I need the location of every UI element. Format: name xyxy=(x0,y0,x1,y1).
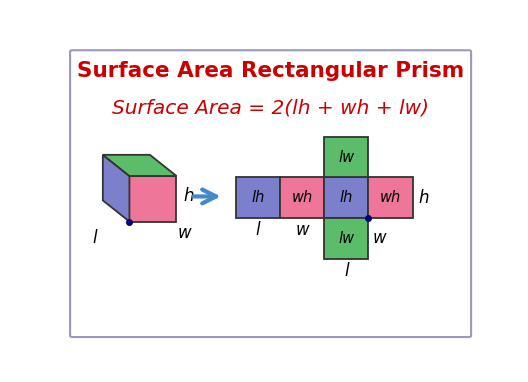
Text: lw: lw xyxy=(338,149,354,165)
Text: l: l xyxy=(92,229,97,247)
Bar xyxy=(324,137,369,177)
FancyBboxPatch shape xyxy=(70,50,471,337)
Text: wh: wh xyxy=(380,190,401,205)
Bar xyxy=(280,177,324,218)
Text: lh: lh xyxy=(251,190,265,205)
Bar xyxy=(324,218,369,259)
Polygon shape xyxy=(129,176,176,222)
Bar xyxy=(236,177,280,218)
Text: lw: lw xyxy=(338,231,354,246)
Text: w: w xyxy=(295,221,309,239)
Text: w: w xyxy=(178,224,192,242)
Text: h: h xyxy=(419,189,429,207)
Text: l: l xyxy=(344,262,348,280)
Text: l: l xyxy=(256,221,260,239)
Bar xyxy=(324,177,369,218)
Text: w: w xyxy=(373,229,386,247)
Text: Surface Area = 2(lh + wh + lw): Surface Area = 2(lh + wh + lw) xyxy=(112,98,429,117)
Text: h: h xyxy=(184,187,194,205)
Text: Surface Area Rectangular Prism: Surface Area Rectangular Prism xyxy=(77,61,464,81)
Text: wh: wh xyxy=(291,190,313,205)
Polygon shape xyxy=(103,155,129,222)
Text: lh: lh xyxy=(340,190,353,205)
Bar xyxy=(369,177,412,218)
Polygon shape xyxy=(103,155,176,176)
